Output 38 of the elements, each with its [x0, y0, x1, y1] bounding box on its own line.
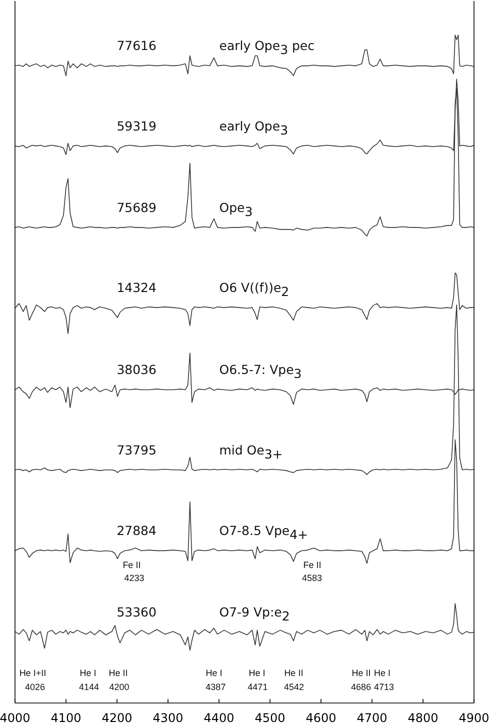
- annotation: 27884: [116, 523, 157, 538]
- annotation: 4583: [302, 572, 322, 583]
- annotation: He I+II: [19, 668, 46, 678]
- x-tick-label: 4800: [408, 711, 438, 725]
- annotation: Fe II: [303, 560, 322, 570]
- annotation: 4713: [374, 682, 394, 692]
- x-tick-label: 4700: [356, 711, 388, 725]
- annotation: He I: [206, 668, 222, 678]
- annotation: 4026: [24, 682, 46, 692]
- annotation: He I: [248, 668, 266, 678]
- annotation: 38036: [116, 362, 157, 378]
- annotation: 59319: [116, 118, 157, 134]
- x-tick-label: 4600: [306, 711, 336, 725]
- annotation: 53360: [116, 604, 157, 620]
- annotation: 4686: [350, 682, 372, 692]
- x-tick-label: 4900: [458, 711, 490, 725]
- x-tick-label: 4000: [0, 711, 30, 725]
- x-tick-label: 4200: [102, 711, 132, 725]
- x-tick-label: 4300: [152, 711, 184, 725]
- annotation: 4542: [284, 682, 304, 692]
- annotation: 4387: [206, 682, 226, 692]
- annotation: 4144: [78, 682, 100, 692]
- annotation: 4200: [109, 682, 130, 692]
- annotation: He II: [284, 668, 304, 678]
- annotation: Fe II: [122, 560, 141, 570]
- annotation: 73795: [116, 442, 156, 458]
- annotation: 4233: [124, 572, 144, 583]
- x-tick-label: 4500: [254, 711, 286, 725]
- annotation: 14324: [116, 280, 157, 295]
- annotation: He I: [80, 668, 96, 678]
- annotation: 4471: [248, 682, 268, 692]
- annotation: 75689: [116, 200, 157, 215]
- x-tick-label: 4100: [50, 711, 82, 725]
- annotation: He II: [108, 668, 128, 678]
- annotation: He II: [352, 668, 371, 678]
- x-tick-label: 4400: [204, 711, 234, 725]
- annotation: 77616: [116, 38, 157, 54]
- annotation: He I: [374, 668, 391, 678]
